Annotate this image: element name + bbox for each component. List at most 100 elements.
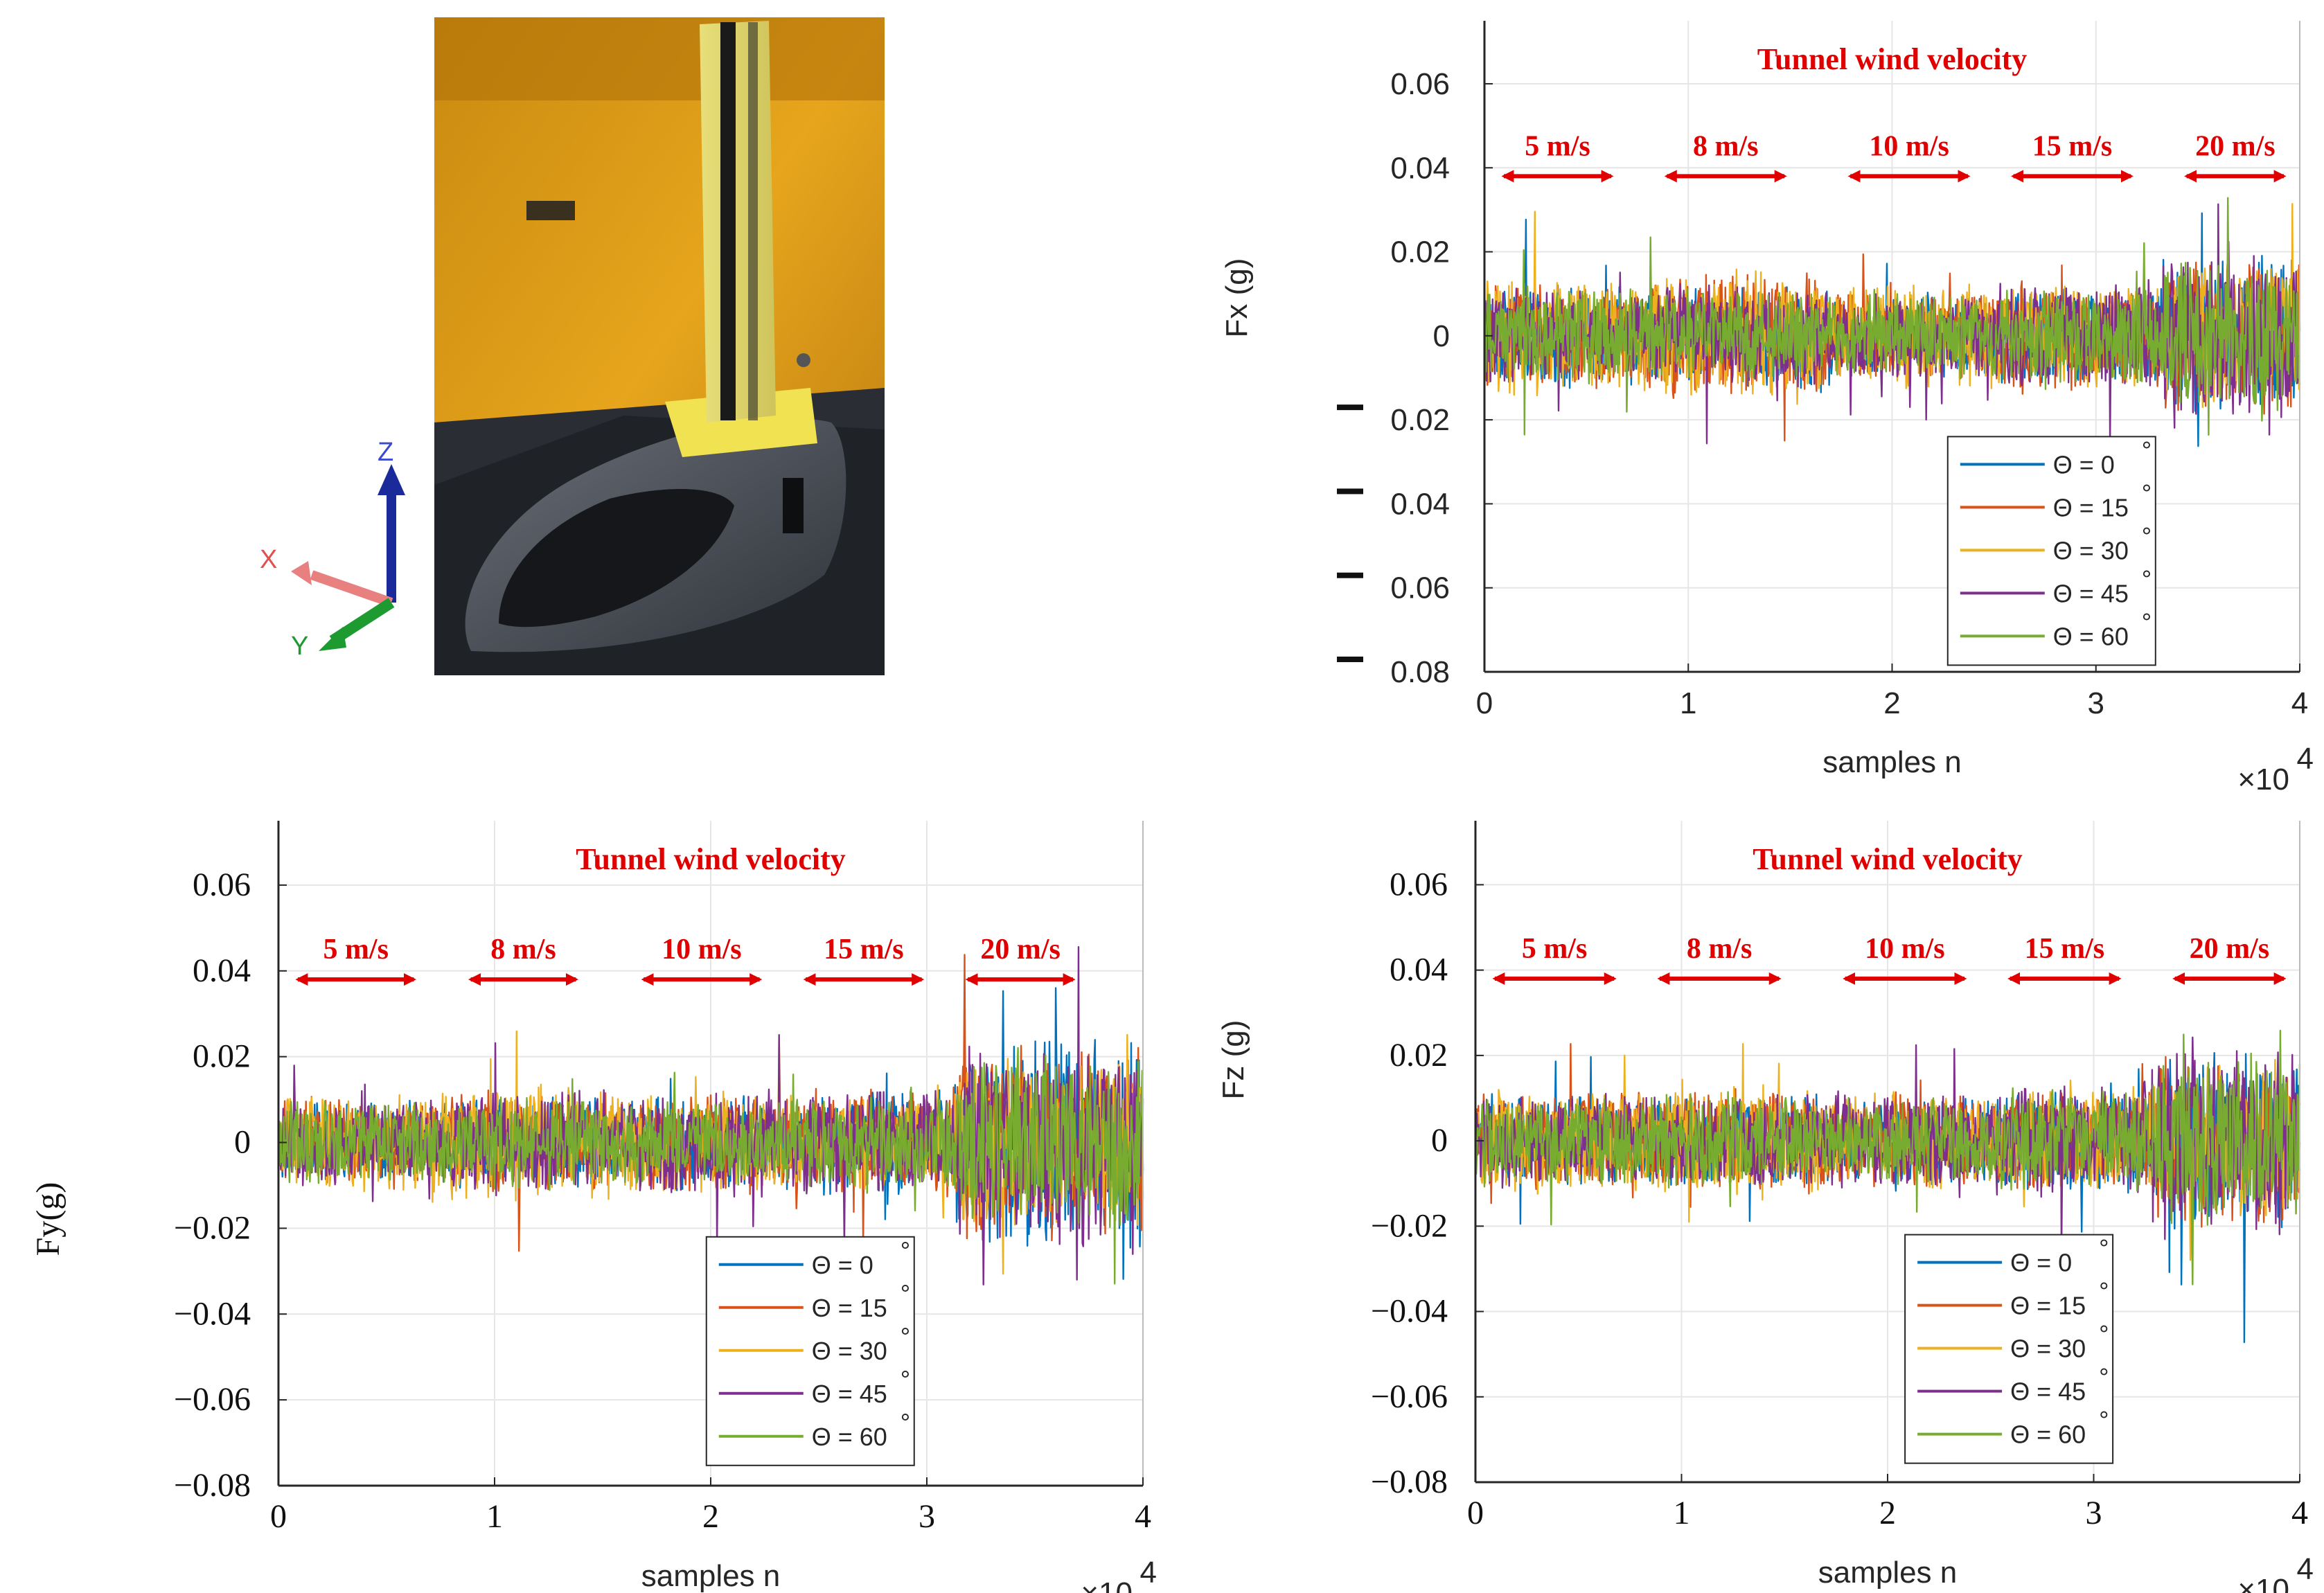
minus-sign [1337,657,1363,662]
y-tick-label: 0.06 [1390,67,1450,101]
velocity-label: 8 m/s [1687,933,1753,965]
chart-fz: 0 1 2 3 4 0.06 0.04 0.02 0 −0.02 −0.04 −0.06 −0.08 sa… [1216,821,2314,1593]
x-tick-label: 3 [919,1498,935,1535]
x-tick-label: 0 [1467,1495,1484,1531]
velocity-label: 20 m/s [980,934,1061,965]
y-tick-label: 0.04 [1390,151,1450,185]
velocity-label: 5 m/s [323,934,389,965]
legend-label: Θ = 15 [2053,493,2129,522]
x-tick-label: 4 [1135,1498,1151,1535]
x-axis-label: samples n [1818,1556,1958,1590]
x-axis-label: samples n [641,1559,781,1593]
legend-label: Θ = 45 [2053,579,2129,607]
y-tick-label: 0.02 [1390,403,1450,437]
velocity-label: 15 m/s [2032,130,2113,162]
degree-mark: ° [901,1322,910,1351]
degree-mark: ° [2142,564,2152,593]
y-tick-label: 0.02 [1390,235,1450,269]
y-tick-label: 0.06 [1390,866,1448,902]
y-tick-label: 0 [1433,319,1450,353]
y-tick-label: 0 [234,1124,251,1161]
legend-label: Θ = 60 [2010,1421,2086,1449]
x-multiplier-exponent: 4 [1140,1556,1157,1590]
x-multiplier-exponent: 4 [2297,1552,2314,1586]
legend-label: Θ = 30 [2010,1335,2086,1363]
series-line [1483,197,2301,436]
degree-mark: ° [2142,479,2152,507]
y-tick-label: −0.08 [174,1467,251,1504]
legend-label: Θ = 45 [812,1380,887,1408]
y-tick-label: 0.04 [1390,952,1448,988]
minus-sign [1337,572,1363,578]
legend-label: Θ = 0 [2053,450,2115,479]
x-axis-label: samples n [1822,745,1962,779]
legend-label: Θ = 0 [2010,1249,2072,1277]
degree-mark: ° [901,1279,910,1308]
velocity-label: 10 m/s [1865,933,1945,965]
degree-mark: ° [901,1236,910,1265]
legend: Θ = 0 ° Θ = 15 ° Θ = 30 ° Θ = 45 ° Θ = 60 ° [1946,436,2156,666]
chart-fy: 0 1 2 3 4 0.06 0.04 0.02 0 −0.02 −0.04 −0.06 −0.08 sa… [30,821,1157,1593]
x-tick-label: 1 [486,1498,503,1535]
x-tick-label: 4 [2291,1495,2308,1531]
y-tick-label: 0.06 [1390,571,1450,605]
z-axis-label: Z [378,438,393,467]
y-tick-label: −0.06 [1371,1378,1448,1415]
y-axis-label: Fz (g) [1216,1020,1250,1100]
chart-title: Tunnel wind velocity [576,842,846,876]
velocity-label: 10 m/s [662,934,742,965]
legend: Θ = 0 ° Θ = 15 ° Θ = 30 ° Θ = 45 ° Θ = 60 ° [1904,1234,2114,1464]
x-tick-label: 4 [2291,686,2308,720]
degree-mark: ° [2142,436,2152,464]
legend-label: Θ = 15 [2010,1292,2086,1320]
x-multiplier-exponent: 4 [2297,742,2314,776]
y-tick-label: −0.06 [174,1381,251,1418]
series-line [277,1047,1144,1285]
legend-label: Θ = 15 [812,1294,887,1322]
velocity-label: 20 m/s [2195,130,2276,162]
velocity-label: 5 m/s [1525,130,1590,162]
x-tick-label: 3 [2086,1495,2102,1531]
velocity-label: 20 m/s [2190,933,2270,965]
x-multiplier: ×10 [1081,1576,1133,1593]
x-tick-label: 2 [702,1498,719,1535]
x-tick-label: 1 [1680,686,1696,720]
degree-mark: ° [2142,522,2152,550]
x-tick-label: 1 [1674,1495,1690,1531]
degree-mark: ° [2099,1406,2109,1434]
legend-label: Θ = 60 [2053,622,2129,650]
x-tick-label: 2 [1879,1495,1896,1531]
x-tick-label: 0 [270,1498,287,1535]
degree-mark: ° [901,1365,910,1394]
degree-mark: ° [2099,1277,2109,1306]
degree-mark: ° [2099,1234,2109,1263]
legend-label: Θ = 0 [812,1251,873,1279]
degree-mark: ° [2099,1320,2109,1349]
y-axis-label: Fx (g) [1220,258,1254,338]
y-tick-label: 0.02 [1390,1037,1448,1074]
degree-mark: ° [2142,607,2152,636]
y-tick-label: 0 [1431,1122,1448,1159]
velocity-label: 15 m/s [824,934,904,965]
x-axis-label: X [260,545,277,574]
x-multiplier: ×10 [2237,1573,2289,1593]
velocity-label: 15 m/s [2025,933,2105,965]
axis-triad-icon: Z X Y [260,438,405,661]
legend: Θ = 0 ° Θ = 15 ° Θ = 30 ° Θ = 45 ° Θ = 60 ° [705,1236,915,1466]
y-tick-label: −0.02 [174,1209,251,1246]
wind-tunnel-photo [434,17,885,675]
y-tick-label: 0.06 [193,866,251,903]
velocity-label: 10 m/s [1869,130,1949,162]
y-tick-label: −0.04 [1371,1293,1448,1330]
x-multiplier: ×10 [2237,763,2289,796]
y-tick-label: 0.08 [1390,655,1450,689]
x-tick-label: 3 [2088,686,2104,720]
velocity-label: 8 m/s [490,934,556,965]
y-tick-label: 0.04 [193,952,251,989]
degree-mark: ° [901,1408,910,1436]
chart-title: Tunnel wind velocity [1757,42,2028,76]
minus-sign [1337,404,1363,411]
legend-label: Θ = 30 [2053,536,2129,564]
x-tick-label: 0 [1476,686,1493,720]
